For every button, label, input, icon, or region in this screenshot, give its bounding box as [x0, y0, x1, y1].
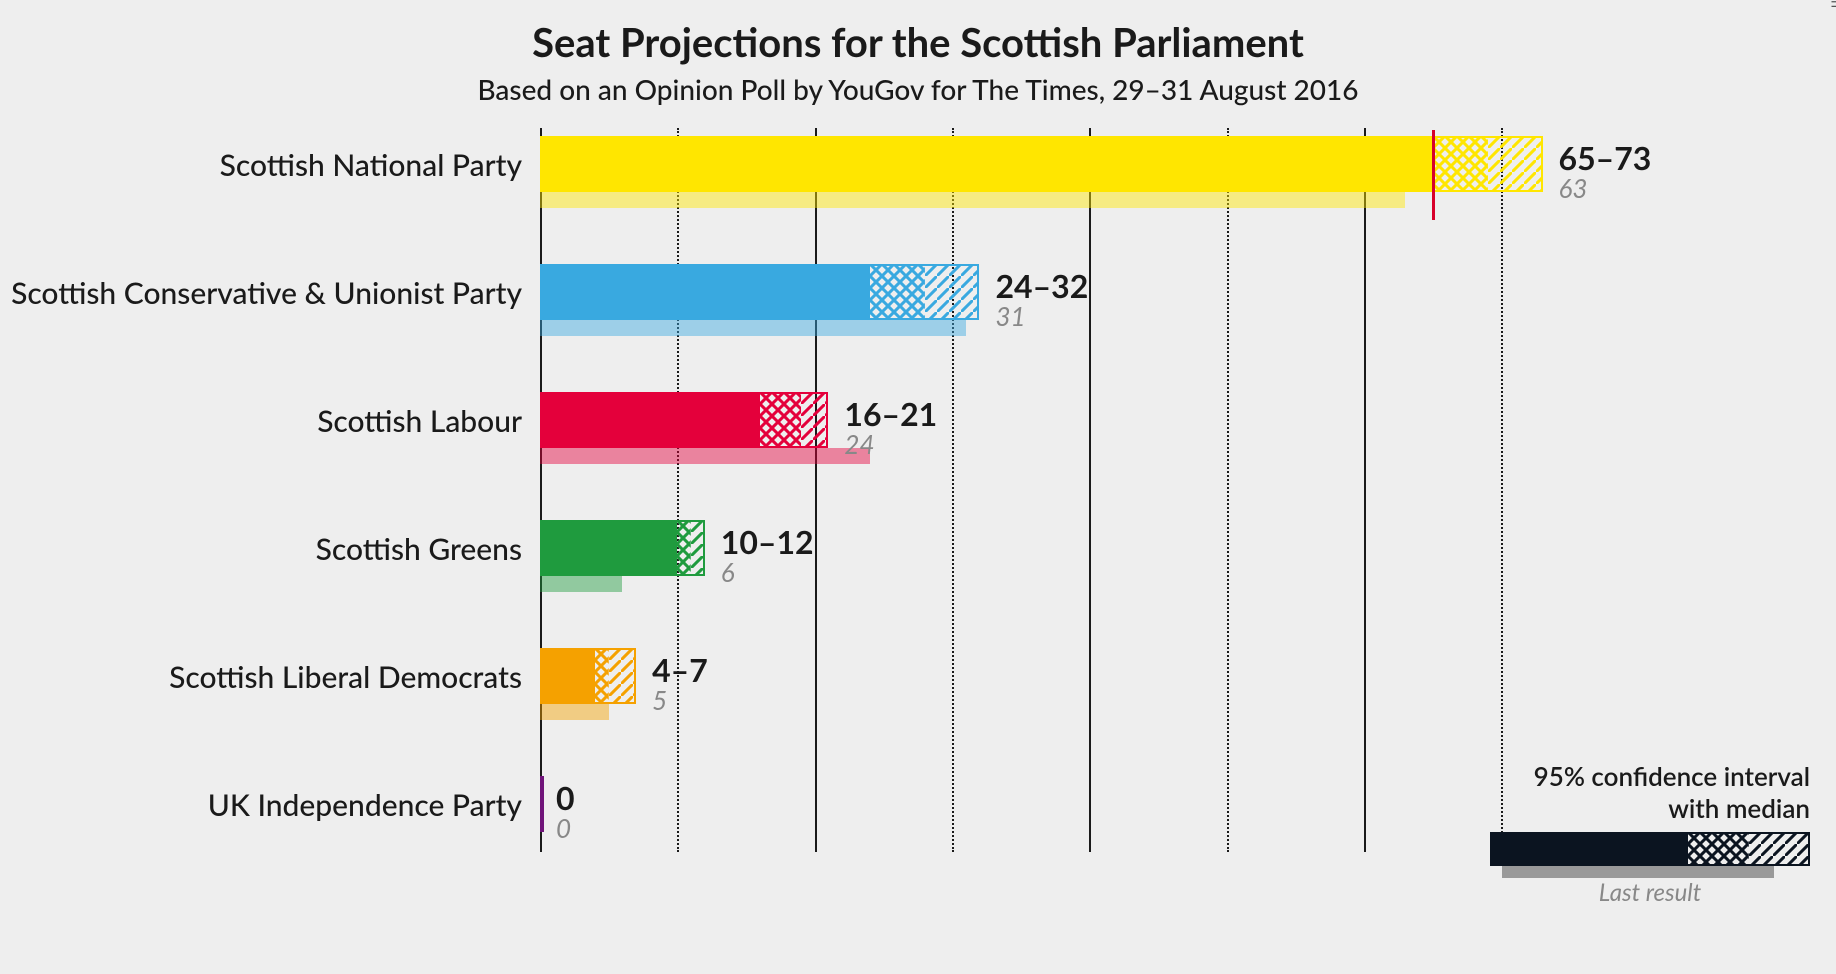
bar-low: [540, 136, 1433, 192]
bar-last-result: [540, 448, 870, 464]
value-last: 63: [1559, 172, 1588, 204]
legend: 95% confidence interval with median Last…: [1490, 760, 1810, 882]
bar-low: [540, 520, 677, 576]
legend-bar-diaghatch: [1749, 832, 1810, 866]
value-last: 6: [721, 556, 735, 588]
legend-title: 95% confidence interval with median: [1490, 760, 1810, 824]
bar-diaghatch: [691, 520, 705, 576]
party-row: Scottish National Party65–7363: [540, 136, 1570, 208]
party-row: UK Independence Party00: [540, 776, 1570, 848]
bar-crosshatch: [1433, 136, 1488, 192]
value-last: 5: [652, 684, 667, 716]
legend-title-line1: 95% confidence interval: [1534, 760, 1810, 792]
bar-last-result: [540, 192, 1405, 208]
bar-crosshatch: [870, 264, 925, 320]
bar-last-result: [540, 320, 966, 336]
bar-low: [540, 648, 595, 704]
bar-last-result: [540, 576, 622, 592]
bar-diaghatch: [925, 264, 980, 320]
bar-low: [540, 392, 760, 448]
bar-low: [540, 264, 870, 320]
bar-diaghatch: [1488, 136, 1543, 192]
party-label: Scottish Greens: [0, 531, 540, 567]
chart-title: Seat Projections for the Scottish Parlia…: [0, 18, 1836, 66]
party-row: Scottish Labour16–2124: [540, 392, 1570, 464]
plot-area: Scottish National Party65–7363 Scottish C…: [540, 128, 1570, 928]
party-label: Scottish Conservative & Unionist Party: [0, 275, 540, 311]
party-row: Scottish Greens10–126: [540, 520, 1570, 592]
party-row: Scottish Liberal Democrats4–75: [540, 648, 1570, 720]
value-last: 31: [995, 300, 1025, 332]
legend-last-bar: [1502, 866, 1774, 878]
bar-crosshatch: [760, 392, 801, 448]
bar-diaghatch: [609, 648, 636, 704]
party-label: Scottish National Party: [0, 147, 540, 183]
copyright-text: © 2021 Filip van Laenen: [1828, 0, 1836, 8]
bar-last-result: [540, 704, 609, 720]
party-row: Scottish Conservative & Unionist Party24…: [540, 264, 1570, 336]
bar-crosshatch: [677, 520, 691, 576]
legend-bar-crosshatch: [1688, 832, 1749, 866]
chart-container: Seat Projections for the Scottish Parlia…: [0, 0, 1836, 974]
value-last: 24: [844, 428, 874, 460]
bar-diaghatch: [801, 392, 828, 448]
majority-threshold-line: [1432, 130, 1435, 220]
legend-bar: Last result: [1490, 832, 1810, 882]
bar-range-outline: [540, 776, 544, 832]
value-last: 0: [556, 812, 571, 844]
party-label: UK Independence Party: [0, 787, 540, 823]
chart-subtitle: Based on an Opinion Poll by YouGov for T…: [0, 72, 1836, 106]
legend-last-label: Last result: [1490, 878, 1810, 907]
party-label: Scottish Labour: [0, 403, 540, 439]
bar-crosshatch: [595, 648, 609, 704]
legend-title-line2: with median: [1668, 792, 1810, 824]
party-label: Scottish Liberal Democrats: [0, 659, 540, 695]
